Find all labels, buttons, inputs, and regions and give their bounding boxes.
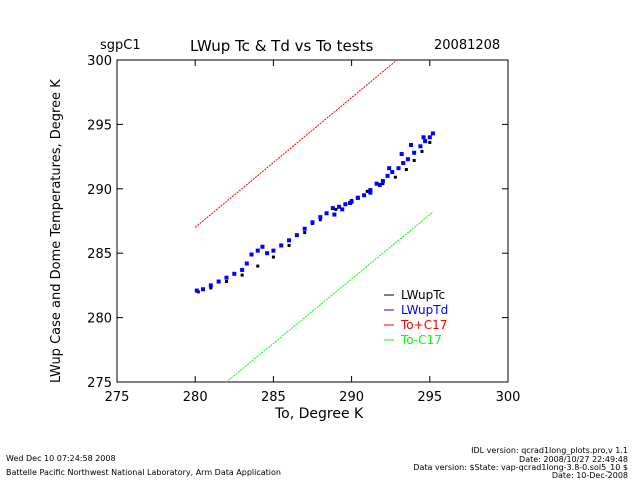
data-point [224,280,228,284]
data-point [430,131,435,136]
x-tick-label: 280 [183,390,208,405]
data-point [232,271,237,276]
series-lwuptc [196,140,432,294]
data-point [412,158,416,162]
x-axis-label: To, Degree K [274,406,364,422]
data-point [348,200,353,205]
data-point [255,248,260,253]
data-point [208,283,213,288]
data-point [287,238,292,243]
footer-data-version: Data version: $State: vap-qcrad1long-3.8… [413,463,628,472]
data-point [224,275,229,280]
legend-label: LWupTc [401,288,445,302]
data-point [396,166,401,171]
data-point [404,167,408,171]
y-tick-label: 280 [87,312,112,327]
data-point [302,226,307,231]
data-point [265,251,270,256]
data-point [249,252,254,257]
data-point [337,204,342,209]
legend-label: To+C17 [400,318,447,332]
data-point [381,182,385,186]
data-point [240,267,245,272]
data-point [420,149,424,153]
legend-label: To-C17 [400,333,442,347]
y-tick-label: 295 [87,118,112,133]
x-tick-label: 275 [105,390,130,405]
data-point [216,279,221,284]
data-point [385,173,390,178]
x-tick-label: 290 [339,390,364,405]
data-point [279,243,284,248]
data-point [194,288,199,293]
data-point [390,170,395,175]
data-point [377,182,382,187]
data-point [209,286,213,290]
series-to-c17 [226,211,434,383]
data-point [423,139,428,144]
data-point [362,193,367,198]
data-point [380,179,385,184]
data-point [393,175,397,179]
data-point [368,188,373,193]
x-tick-label: 285 [261,390,286,405]
y-tick-label: 290 [87,183,112,198]
data-point [428,140,432,144]
plot-frame [116,59,509,383]
data-point [201,287,206,292]
data-point [310,220,315,225]
x-tick-label: 295 [417,390,442,405]
data-point [271,255,275,259]
data-point [355,195,360,200]
footer-organization: Battelle Pacific Northwest National Labo… [6,468,281,477]
series-lwuptd [194,131,435,293]
data-point [318,218,322,222]
data-point [418,144,423,149]
data-point [294,233,299,238]
data-point [412,150,417,155]
data-point [240,273,244,277]
series-line [226,211,434,383]
data-point [409,143,414,148]
y-axis-label: LWup Case and Dome Temperatures, Degree … [49,79,64,383]
x-tick-label: 300 [496,390,521,405]
data-point [271,248,276,253]
site-label: sgpC1 [100,38,141,53]
footer-idl-version: IDL version: qcrad1long_plots.pro,v 1.1 [471,446,628,455]
data-point [332,212,337,217]
date-label: 20081208 [434,38,501,53]
data-point [260,244,265,249]
data-point [324,211,329,216]
data-point [427,135,432,140]
data-point [330,206,335,211]
data-point [401,161,406,166]
y-tick-label: 300 [87,54,112,69]
series-line [194,60,396,228]
chart-title: LWup Tc & Td vs To tests [190,37,374,55]
data-point [374,181,379,186]
footer-timestamp: Wed Dec 10 07:24:58 2008 [6,454,116,463]
data-point [365,189,369,193]
series-to-c17 [194,60,396,228]
data-point [287,243,291,247]
data-point [368,190,373,195]
data-point [387,166,392,171]
footer-idl-date: Date: 2008/10/27 22:49:48 [519,455,628,464]
data-point [399,152,404,157]
data-point [303,231,307,235]
legend-label: LWupTd [401,303,448,317]
data-point [318,215,323,220]
data-point [340,207,345,212]
data-point [244,261,249,266]
data-point [256,264,260,268]
y-tick-label: 285 [87,247,112,262]
footer-data-date: Date: 10-Dec-2008 [551,471,628,480]
y-tick-label: 275 [87,376,112,391]
data-point [343,202,348,207]
data-point [405,157,410,162]
data-point [421,135,426,140]
data-point [334,207,338,211]
